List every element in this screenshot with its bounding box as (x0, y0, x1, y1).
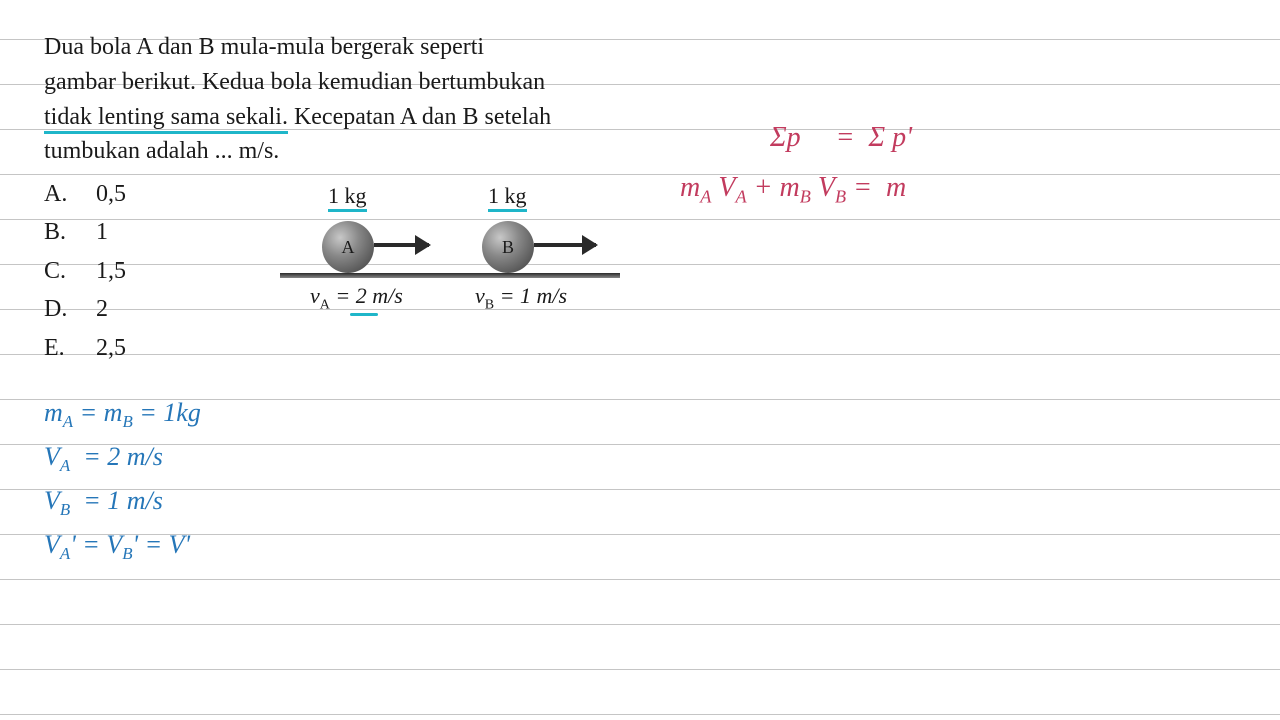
question-text: Dua bola A dan B mula-mula bergerak sepe… (44, 30, 634, 169)
velocity-label-a: vA = 2 m/s (310, 283, 403, 313)
cyan-underline-va (350, 313, 378, 316)
handwriting-blue-1: mA = mB = 1kg (44, 398, 201, 432)
physics-diagram: 1 kg 1 kg A B vA = 2 m/s vB = 1 m/s (290, 185, 620, 315)
velocity-label-b: vB = 1 m/s (475, 283, 567, 313)
answer-options: A.0,5 B.1 C.1,5 D.2 E.2,5 (44, 175, 126, 367)
handwriting-red-2: mA VA + mB VB = m (680, 172, 911, 208)
question-line-1: Dua bola A dan B mula-mula bergerak sepe… (44, 30, 634, 65)
question-line-4: tumbukan adalah ... m/s. (44, 134, 634, 169)
mass-label-b: 1 kg (488, 183, 527, 212)
arrow-b (534, 243, 596, 247)
option-a: A.0,5 (44, 175, 126, 213)
option-b: B.1 (44, 213, 126, 251)
option-c: C.1,5 (44, 252, 126, 290)
question-line-3: tidak lenting sama sekali. Kecepatan A d… (44, 100, 634, 135)
handwriting-red-1: Σp = Σ p' (770, 122, 912, 154)
arrow-a (374, 243, 429, 247)
handwriting-blue-2: VA = 2 m/s (44, 442, 163, 476)
option-d: D.2 (44, 290, 126, 328)
underlined-phrase: tidak lenting sama sekali. (44, 104, 288, 134)
ball-b: B (482, 221, 534, 273)
surface-line (280, 273, 620, 278)
mass-label-a: 1 kg (328, 183, 367, 212)
handwriting-blue-3: VB = 1 m/s (44, 486, 163, 520)
question-line-2: gambar berikut. Kedua bola kemudian bert… (44, 65, 634, 100)
ball-a: A (322, 221, 374, 273)
handwriting-blue-4: VA' = VB' = V' (44, 530, 190, 564)
option-e: E.2,5 (44, 329, 126, 367)
